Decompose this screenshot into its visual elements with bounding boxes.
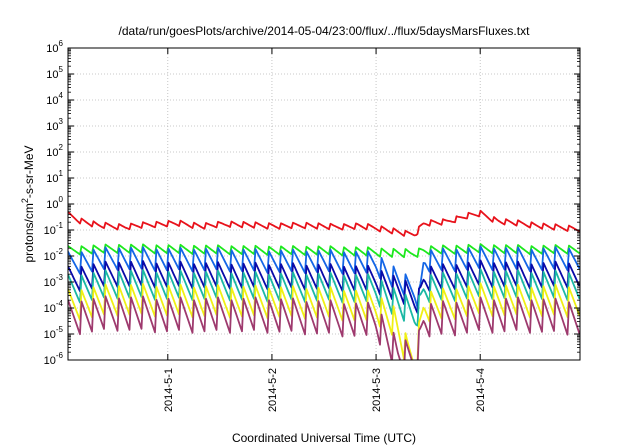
x-tick-label: 2014-5-3: [371, 368, 383, 412]
y-tick-exponent: 3: [59, 117, 64, 126]
y-tick-exponent: 1: [59, 169, 64, 178]
y-label-superscript: 2: [20, 198, 30, 203]
y-tick-exponent: 4: [59, 91, 64, 100]
y-tick-base: 10: [46, 69, 58, 81]
y-tick-exponent: 5: [59, 65, 64, 74]
series-line: [68, 209, 580, 237]
y-tick-label: 10-3: [44, 273, 64, 289]
y-tick-label: 100: [46, 195, 63, 211]
series-line: [68, 259, 580, 314]
y-tick-label: 10-5: [44, 325, 64, 341]
y-tick-label: 10-1: [44, 221, 64, 237]
series-line: [68, 243, 580, 259]
y-tick-base: 10: [46, 199, 58, 211]
y-tick-base: 10: [44, 303, 56, 315]
y-tick-label: 101: [46, 169, 63, 185]
x-tick-label: 2014-5-2: [267, 368, 279, 412]
x-axis-label: Coordinated Universal Time (UTC): [232, 431, 416, 445]
y-tick-exponent: 0: [59, 195, 64, 204]
series-line: [68, 245, 580, 309]
y-tick-exponent: -4: [56, 299, 64, 308]
y-label-text: -s-sr-MeV: [22, 145, 36, 198]
y-tick-label: 10-6: [44, 351, 64, 367]
y-tick-label: 106: [46, 39, 63, 55]
y-tick-base: 10: [46, 147, 58, 159]
y-tick-base: 10: [44, 277, 56, 289]
y-tick-label: 104: [46, 91, 63, 107]
x-axis: 2014-5-1 2014-5-2 2014-5-3 2014-5-4: [163, 48, 487, 412]
y-label-text: protons/cm: [22, 203, 36, 262]
x-tick-label: 2014-5-4: [475, 368, 487, 412]
y-tick-exponent: -2: [56, 247, 64, 256]
series-line: [68, 268, 580, 327]
y-tick-exponent: -6: [56, 351, 64, 360]
y-axis-label: protons/cm2-s-sr-MeV: [20, 145, 36, 262]
y-tick-base: 10: [46, 173, 58, 185]
y-tick-base: 10: [46, 43, 58, 55]
y-tick-base: 10: [44, 355, 56, 367]
y-tick-base: 10: [44, 329, 56, 341]
y-tick-label: 103: [46, 117, 63, 133]
y-tick-base: 10: [46, 121, 58, 133]
grid-lines: [68, 48, 580, 360]
series-line: [68, 295, 580, 360]
y-tick-base: 10: [46, 95, 58, 107]
y-tick-exponent: 2: [59, 143, 64, 152]
y-tick-label: 10-2: [44, 247, 64, 263]
y-tick-base: 10: [44, 251, 56, 263]
y-tick-label: 105: [46, 65, 63, 81]
y-tick-exponent: -1: [56, 221, 64, 230]
y-tick-label: 102: [46, 143, 63, 159]
y-tick-exponent: -3: [56, 273, 64, 282]
y-tick-exponent: 6: [59, 39, 64, 48]
y-tick-base: 10: [44, 225, 56, 237]
series-group: [68, 209, 580, 360]
x-tick-label: 2014-5-1: [163, 368, 175, 412]
y-tick-exponent: -5: [56, 325, 64, 334]
chart-title: /data/run/goesPlots/archive/2014-05-04/2…: [119, 24, 531, 38]
y-tick-label: 10-4: [44, 299, 64, 315]
y-axis: 10610510410310210110010-110-210-310-410-…: [44, 39, 580, 367]
series-line: [68, 282, 580, 360]
